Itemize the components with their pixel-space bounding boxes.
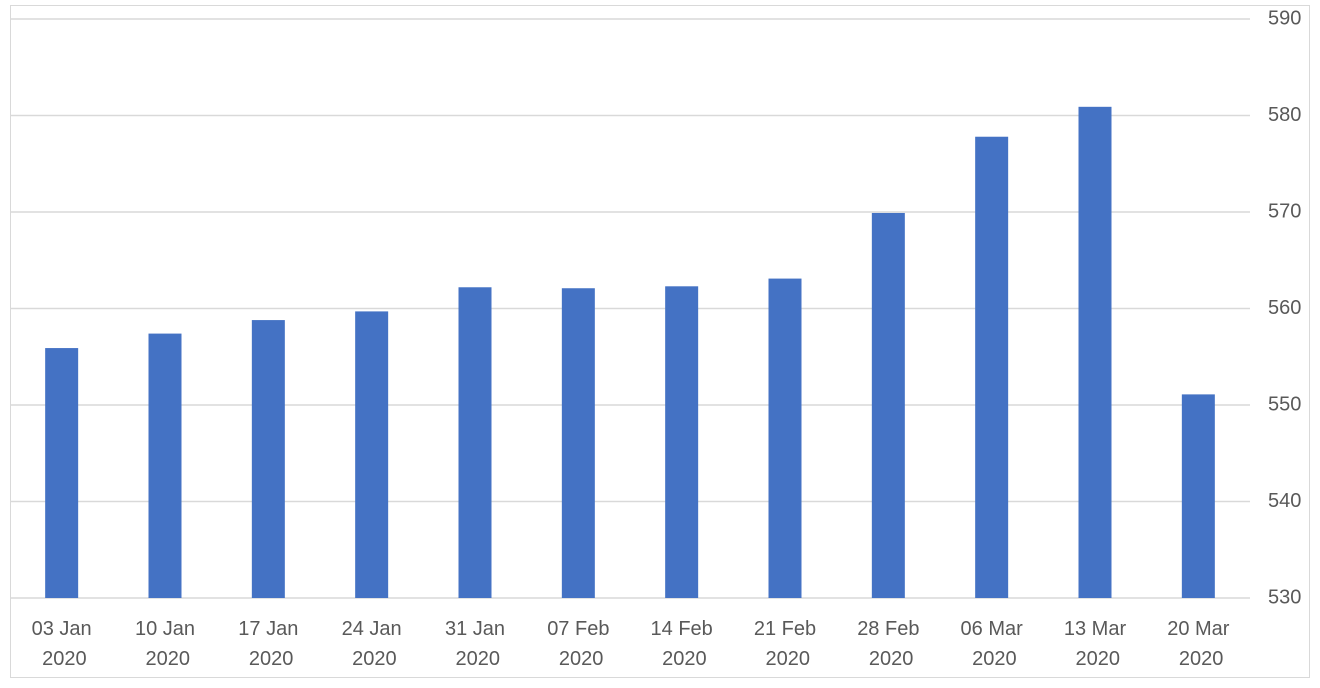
y-tick-label: 590 [1268,7,1301,29]
x-tick-label: 10 Jan 2020 [135,618,195,670]
x-tick-label: 20 Mar 2020 [1167,618,1230,670]
x-tick-label: 07 Feb 2020 [547,618,609,670]
x-tick-label: 21 Feb 2020 [754,618,816,670]
bar [251,320,285,598]
x-tick-label: 13 Mar 2020 [1064,618,1127,670]
x-tick-label: 06 Mar 2020 [961,618,1024,670]
bar [561,288,595,598]
bar [458,287,492,598]
y-tick-label: 560 [1268,297,1301,319]
bar [768,278,802,598]
y-tick-label: 580 [1268,104,1301,126]
y-tick-label: 540 [1268,490,1301,512]
bar [45,348,79,598]
bar [355,311,389,598]
bar [975,136,1009,599]
x-tick-label: 24 Jan 2020 [342,618,402,670]
y-tick-label: 570 [1268,200,1301,222]
x-tick-label: 28 Feb 2020 [857,618,919,670]
bar [148,333,182,598]
bar [1078,106,1112,598]
chart-border [10,5,1310,678]
x-tick-label: 17 Jan 2020 [238,618,298,670]
y-tick-label: 550 [1268,393,1301,415]
x-tick-label: 14 Feb 2020 [651,618,713,670]
x-tick-label: 31 Jan 2020 [445,618,505,670]
bar [665,286,699,598]
bar [1181,394,1215,598]
x-tick-label: 03 Jan 2020 [32,618,92,670]
y-tick-label: 530 [1268,586,1301,608]
bar [871,212,905,598]
